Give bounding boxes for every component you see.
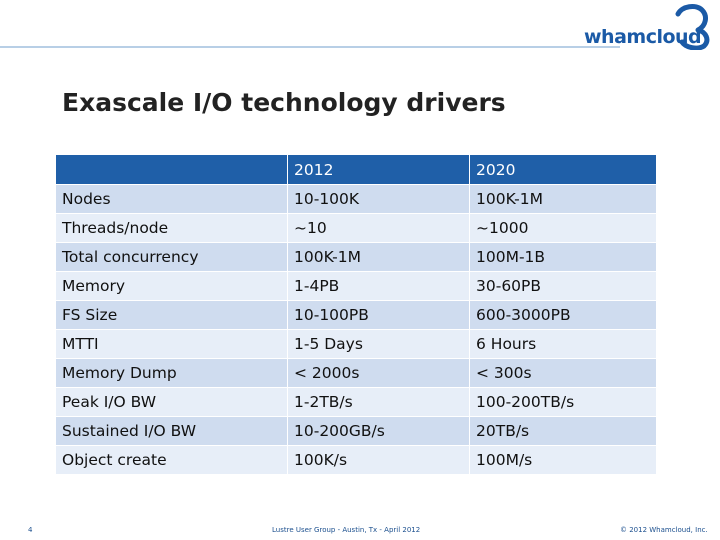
table-row: Total concurrency 100K-1M 100M-1B (56, 243, 656, 272)
table-cell: Object create (56, 446, 287, 475)
whamcloud-logo: whamcloud (584, 4, 716, 54)
table-cell: Memory Dump (56, 359, 287, 388)
table-row: Peak I/O BW 1-2TB/s 100-200TB/s (56, 388, 656, 417)
table-cell: 100-200TB/s (470, 388, 656, 417)
table-row: Nodes 10-100K 100K-1M (56, 185, 656, 214)
drivers-table: 2012 2020 Nodes 10-100K 100K-1M Threads/… (55, 155, 657, 475)
table-cell: 30-60PB (470, 272, 656, 301)
table-cell: 100K-1M (470, 185, 656, 214)
table-cell: 1-5 Days (288, 330, 469, 359)
table-cell: Threads/node (56, 214, 287, 243)
column-header (56, 155, 287, 185)
slide-title: Exascale I/O technology drivers (62, 88, 506, 117)
table-cell: 100M/s (470, 446, 656, 475)
table-row: FS Size 10-100PB 600-3000PB (56, 301, 656, 330)
header-divider (0, 46, 620, 48)
table-row: MTTI 1-5 Days 6 Hours (56, 330, 656, 359)
table-row: Memory 1-4PB 30-60PB (56, 272, 656, 301)
table-cell: 1-2TB/s (288, 388, 469, 417)
logo-swirl-icon (675, 4, 710, 50)
table-row: Sustained I/O BW 10-200GB/s 20TB/s (56, 417, 656, 446)
column-header: 2012 (288, 155, 469, 185)
table-cell: Memory (56, 272, 287, 301)
table-cell: 20TB/s (470, 417, 656, 446)
table-cell: 1-4PB (288, 272, 469, 301)
table-cell: MTTI (56, 330, 287, 359)
table-row: Threads/node ~10 ~1000 (56, 214, 656, 243)
table-cell: 10-100K (288, 185, 469, 214)
table-cell: 100K-1M (288, 243, 469, 272)
slide-number: 4 (28, 526, 33, 534)
table-cell: 6 Hours (470, 330, 656, 359)
table-cell: ~1000 (470, 214, 656, 243)
table-cell: 10-100PB (288, 301, 469, 330)
table-cell: 10-200GB/s (288, 417, 469, 446)
table-cell: Total concurrency (56, 243, 287, 272)
table-cell: < 300s (470, 359, 656, 388)
table-cell: < 2000s (288, 359, 469, 388)
table-cell: FS Size (56, 301, 287, 330)
table-cell: 100K/s (288, 446, 469, 475)
table-cell: Peak I/O BW (56, 388, 287, 417)
footer-copyright: © 2012 Whamcloud, Inc. (620, 526, 708, 534)
footer-event: Lustre User Group - Austin, Tx - April 2… (272, 526, 421, 534)
column-header: 2020 (470, 155, 656, 185)
logo-wordmark: whamcloud (584, 26, 702, 48)
table-row: Object create 100K/s 100M/s (56, 446, 656, 475)
table-header-row: 2012 2020 (56, 155, 656, 185)
table-cell: Sustained I/O BW (56, 417, 287, 446)
table-cell: 600-3000PB (470, 301, 656, 330)
table-cell: Nodes (56, 185, 287, 214)
table-cell: ~10 (288, 214, 469, 243)
table-row: Memory Dump < 2000s < 300s (56, 359, 656, 388)
table-cell: 100M-1B (470, 243, 656, 272)
